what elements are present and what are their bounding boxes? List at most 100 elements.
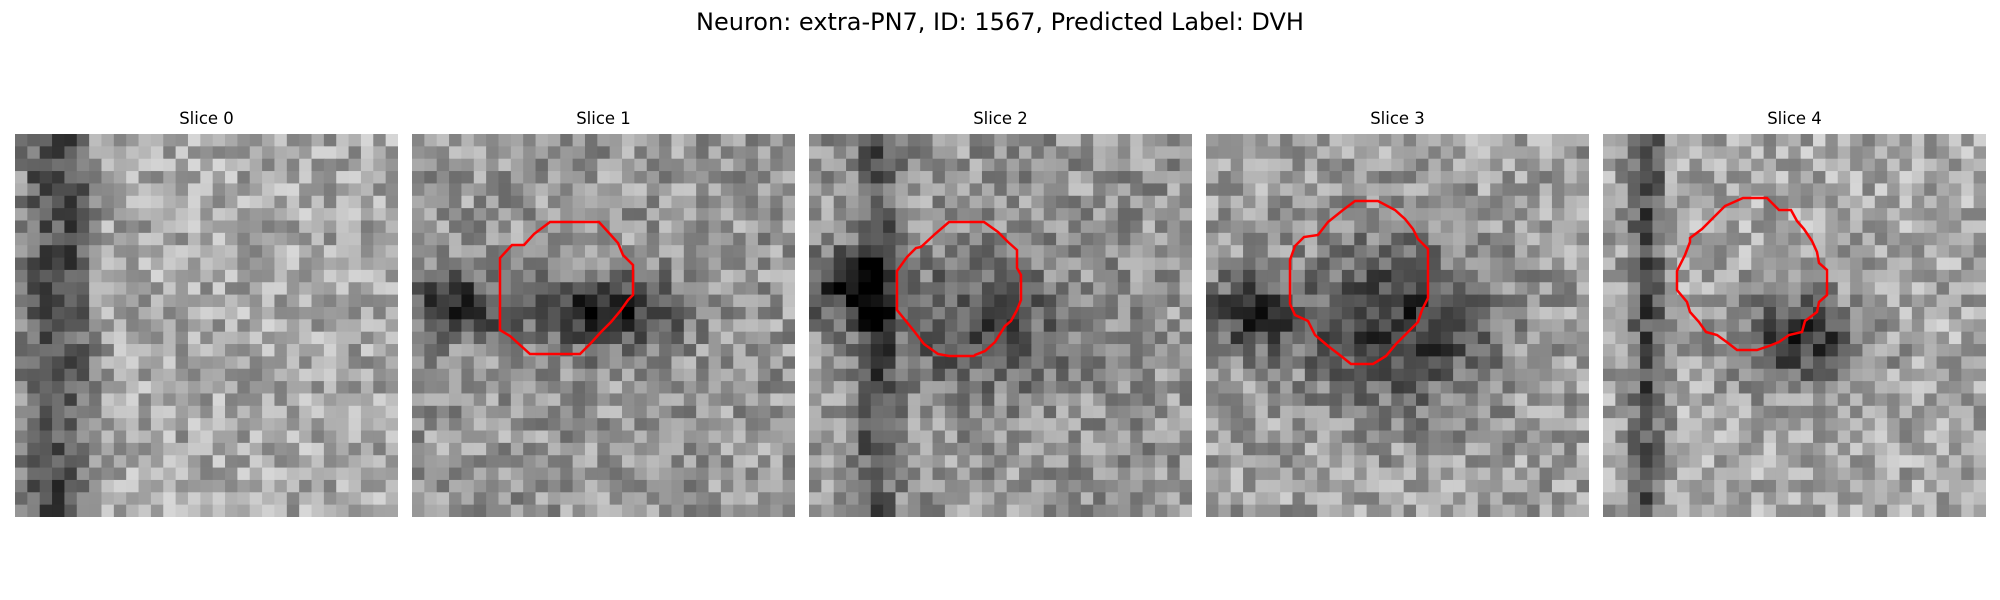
image-pixel bbox=[486, 245, 499, 258]
image-pixel bbox=[1354, 468, 1367, 481]
image-pixel bbox=[336, 319, 349, 332]
image-pixel bbox=[597, 270, 610, 283]
image-pixel bbox=[77, 233, 90, 246]
image-pixel bbox=[933, 134, 946, 147]
image-pixel bbox=[77, 480, 90, 493]
image-pixel bbox=[27, 505, 40, 517]
image-pixel bbox=[1180, 443, 1192, 456]
image-pixel bbox=[188, 307, 201, 320]
image-pixel bbox=[994, 492, 1007, 505]
image-pixel bbox=[1404, 270, 1417, 283]
image-pixel bbox=[634, 307, 647, 320]
image-pixel bbox=[746, 233, 759, 246]
image-pixel bbox=[1379, 159, 1392, 172]
image-pixel bbox=[412, 393, 425, 406]
image-pixel bbox=[1379, 369, 1392, 382]
image-pixel bbox=[1949, 480, 1962, 493]
image-pixel bbox=[920, 356, 933, 369]
image-pixel bbox=[1776, 282, 1789, 295]
image-pixel bbox=[1850, 505, 1863, 517]
image-pixel bbox=[758, 505, 771, 517]
image-pixel bbox=[1416, 220, 1429, 233]
image-pixel bbox=[1727, 220, 1740, 233]
image-pixel bbox=[1850, 418, 1863, 431]
image-pixel bbox=[1875, 159, 1888, 172]
image-pixel bbox=[287, 406, 300, 419]
image-pixel bbox=[659, 245, 672, 258]
image-pixel bbox=[1243, 282, 1256, 295]
image-pixel bbox=[671, 146, 684, 159]
image-pixel bbox=[746, 480, 759, 493]
image-pixel bbox=[1453, 505, 1466, 517]
image-pixel bbox=[610, 468, 623, 481]
image-pixel bbox=[746, 418, 759, 431]
image-pixel bbox=[1280, 171, 1293, 184]
image-pixel bbox=[733, 344, 746, 357]
image-pixel bbox=[1367, 159, 1380, 172]
image-pixel bbox=[1515, 270, 1528, 283]
image-pixel bbox=[89, 468, 102, 481]
image-pixel bbox=[1453, 480, 1466, 493]
image-pixel bbox=[1180, 220, 1192, 233]
image-pixel bbox=[721, 393, 734, 406]
image-pixel bbox=[386, 208, 398, 221]
image-pixel bbox=[188, 418, 201, 431]
image-pixel bbox=[721, 381, 734, 394]
image-pixel bbox=[1031, 258, 1044, 271]
image-pixel bbox=[163, 146, 176, 159]
image-pixel bbox=[746, 245, 759, 258]
image-pixel bbox=[770, 468, 783, 481]
image-pixel bbox=[970, 505, 983, 517]
image-pixel bbox=[336, 480, 349, 493]
image-pixel bbox=[287, 220, 300, 233]
image-pixel bbox=[1056, 282, 1069, 295]
image-pixel bbox=[1441, 406, 1454, 419]
image-pixel bbox=[671, 505, 684, 517]
image-pixel bbox=[324, 233, 337, 246]
image-pixel bbox=[15, 393, 28, 406]
image-pixel bbox=[1404, 393, 1417, 406]
image-pixel bbox=[1428, 344, 1441, 357]
image-pixel bbox=[1961, 307, 1974, 320]
image-pixel bbox=[1788, 258, 1801, 271]
image-pixel bbox=[176, 196, 189, 209]
image-pixel bbox=[758, 381, 771, 394]
image-pixel bbox=[709, 295, 722, 308]
image-pixel bbox=[597, 258, 610, 271]
image-pixel bbox=[883, 443, 896, 456]
image-pixel bbox=[52, 196, 65, 209]
image-pixel bbox=[64, 505, 77, 517]
image-pixel bbox=[114, 282, 127, 295]
image-pixel bbox=[1552, 455, 1565, 468]
image-pixel bbox=[1850, 171, 1863, 184]
image-pixel bbox=[908, 356, 921, 369]
image-pixel bbox=[1056, 356, 1069, 369]
image-pixel bbox=[1974, 480, 1986, 493]
image-pixel bbox=[634, 505, 647, 517]
image-pixel bbox=[1949, 258, 1962, 271]
image-pixel bbox=[386, 282, 398, 295]
image-pixel bbox=[1068, 468, 1081, 481]
image-pixel bbox=[151, 258, 164, 271]
image-pixel bbox=[1305, 455, 1318, 468]
image-pixel bbox=[548, 381, 561, 394]
image-pixel bbox=[809, 159, 822, 172]
image-pixel bbox=[1764, 505, 1777, 517]
image-pixel bbox=[733, 220, 746, 233]
image-pixel bbox=[1924, 406, 1937, 419]
image-pixel bbox=[908, 406, 921, 419]
image-pixel bbox=[1007, 208, 1020, 221]
image-pixel bbox=[1862, 492, 1875, 505]
image-pixel bbox=[1280, 344, 1293, 357]
image-pixel bbox=[262, 344, 275, 357]
image-pixel bbox=[1342, 381, 1355, 394]
image-pixel bbox=[1652, 159, 1665, 172]
image-pixel bbox=[1465, 356, 1478, 369]
image-pixel bbox=[1143, 468, 1156, 481]
image-pixel bbox=[1428, 270, 1441, 283]
image-pixel bbox=[1652, 418, 1665, 431]
image-pixel bbox=[758, 295, 771, 308]
image-pixel bbox=[262, 134, 275, 147]
image-pixel bbox=[40, 505, 53, 517]
image-pixel bbox=[957, 455, 970, 468]
